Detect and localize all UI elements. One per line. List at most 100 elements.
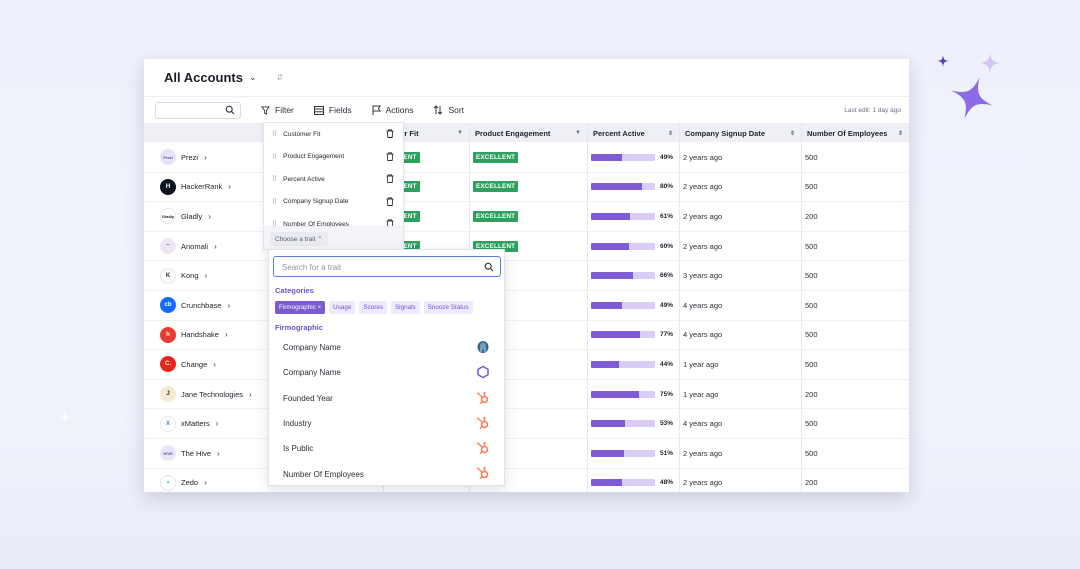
trait-option[interactable]: Company Name — [269, 360, 504, 385]
chevron-right-icon[interactable]: › — [204, 152, 207, 162]
chevron-right-icon[interactable]: › — [214, 241, 217, 251]
search-input[interactable] — [155, 101, 241, 119]
account-name[interactable]: HackerRank — [181, 182, 223, 192]
trait-option[interactable]: Company Name — [269, 335, 504, 360]
sparkle-faint-icon — [980, 53, 1000, 73]
account-cell[interactable]: Gladly Gladly › — [160, 202, 211, 231]
sort-toggle-icon[interactable]: ⇕ — [667, 130, 673, 137]
field-item[interactable]: ⠿ Product Engagement — [264, 146, 403, 169]
account-cell[interactable]: Prezi Prezi › — [160, 143, 207, 172]
company-logo: ~ — [160, 238, 176, 255]
trash-icon[interactable] — [386, 196, 394, 206]
column-header-signup-date[interactable]: Company Signup Date ⇕ — [679, 124, 801, 142]
progress-bar — [591, 331, 655, 339]
account-name[interactable]: The Hive — [181, 448, 212, 458]
chevron-right-icon[interactable]: › — [204, 271, 208, 281]
table-row[interactable]: Prezi Prezi › ELLENT EXCELLENT 49% 2 yea… — [144, 143, 909, 173]
fields-button[interactable]: Fields — [313, 105, 352, 115]
table-row[interactable]: C. Change › 44% 1 year ago 500 — [144, 350, 909, 380]
account-cell[interactable]: X xMatters › — [160, 409, 218, 438]
account-name[interactable]: Crunchbase — [181, 300, 222, 310]
chevron-right-icon[interactable]: › — [208, 211, 211, 221]
trash-icon[interactable] — [386, 129, 394, 138]
account-name[interactable]: Gladly — [181, 211, 203, 221]
trait-option[interactable]: Is Public — [269, 436, 504, 461]
account-name[interactable]: Handshake — [181, 330, 219, 340]
trash-icon[interactable] — [386, 174, 394, 183]
trash-icon[interactable] — [386, 151, 394, 161]
dropdown-caret-icon[interactable]: ▼ — [457, 130, 463, 136]
table-row[interactable]: H HackerRank › ELLENT EXCELLENT 80% 2 ye… — [144, 173, 909, 203]
chevron-right-icon[interactable]: › — [228, 182, 231, 192]
account-name[interactable]: Anomali — [181, 241, 209, 251]
chevron-right-icon[interactable]: › — [204, 478, 207, 488]
percent-active-cell: 53% — [591, 409, 673, 438]
chevron-right-icon[interactable]: › — [249, 389, 252, 399]
column-header-product-engagement[interactable]: Product Engagement ▼ — [469, 124, 587, 142]
actions-button[interactable]: Actions — [372, 105, 413, 115]
category-chip[interactable]: Snooze Status — [423, 301, 473, 314]
drag-handle-icon[interactable]: ⠿ — [272, 153, 277, 161]
account-cell[interactable]: C. Change › — [160, 350, 216, 379]
dropdown-caret-icon[interactable]: ▼ — [575, 130, 581, 136]
table-row[interactable]: • Zedo › 48% 2 years ago 200 — [144, 469, 909, 492]
trait-option-label: Company Name — [283, 368, 341, 378]
table-row[interactable]: J Jane Technologies › 75% 1 year ago 200 — [144, 380, 909, 410]
account-cell[interactable]: K Kong › — [160, 261, 207, 290]
category-chip[interactable]: Scores — [359, 301, 387, 314]
account-cell[interactable]: • Zedo › — [160, 469, 207, 492]
table-row[interactable]: cb Crunchbase › 49% 4 years ago 500 — [144, 291, 909, 321]
company-logo: J — [160, 386, 176, 403]
chevron-right-icon[interactable]: › — [213, 359, 216, 369]
table-row[interactable]: Gladly Gladly › ELLENT EXCELLENT 61% 2 y… — [144, 202, 909, 232]
pin-icon[interactable]: ⇵ — [276, 73, 284, 82]
trait-option[interactable]: Founded Year — [269, 386, 504, 411]
chevron-right-icon[interactable]: › — [227, 300, 231, 310]
chevron-right-icon[interactable]: › — [224, 330, 228, 340]
choose-trait-button[interactable]: Choose a trait ⌃ — [270, 232, 328, 246]
table-row[interactable]: h Handshake › 77% 4 years ago 500 — [144, 321, 909, 351]
column-header-percent-active[interactable]: Percent Active ⇕ — [587, 124, 679, 142]
category-chip[interactable]: Usage — [329, 301, 356, 314]
account-cell[interactable]: h Handshake › — [160, 321, 228, 350]
account-cell[interactable]: J Jane Technologies › — [160, 380, 252, 409]
filter-button[interactable]: Filter — [261, 105, 294, 115]
chevron-right-icon[interactable]: › — [215, 419, 219, 429]
table-row[interactable]: ~ Anomali › ELLENT EXCELLENT 60% 2 years… — [144, 232, 909, 262]
category-chip[interactable]: Firmographic × — [275, 301, 326, 314]
drag-handle-icon[interactable]: ⠿ — [272, 221, 277, 229]
account-cell[interactable]: ~ Anomali › — [160, 232, 217, 261]
account-name[interactable]: Change — [181, 359, 208, 369]
table-row[interactable]: K Kong › 66% 3 years ago 500 — [144, 261, 909, 291]
company-logo: Gladly — [160, 208, 176, 225]
account-name[interactable]: Prezi — [181, 152, 199, 162]
drag-handle-icon[interactable]: ⠿ — [272, 176, 277, 184]
sort-toggle-icon[interactable]: ⇕ — [897, 130, 903, 137]
page-title[interactable]: All Accounts — [164, 70, 243, 85]
account-cell[interactable]: cb Crunchbase › — [160, 291, 230, 320]
drag-handle-icon[interactable]: ⠿ — [272, 198, 277, 206]
table-row[interactable]: X xMatters › 53% 4 years ago 500 — [144, 409, 909, 439]
search-icon[interactable] — [484, 262, 494, 272]
field-item[interactable]: ⠿ Company Signup Date — [264, 191, 403, 214]
trait-option[interactable]: Number Of Employees — [269, 461, 504, 486]
account-cell[interactable]: H HackerRank › — [160, 173, 231, 202]
table-row[interactable]: HIVE The Hive › 51% 2 years ago 500 — [144, 439, 909, 469]
category-chip[interactable]: Signals — [390, 301, 420, 314]
account-name[interactable]: Zedo — [181, 478, 199, 488]
account-cell[interactable]: HIVE The Hive › — [160, 439, 220, 468]
account-name[interactable]: Jane Technologies — [181, 389, 243, 399]
column-header-employees[interactable]: Number Of Employees ⇕ — [801, 124, 909, 142]
progress-fill — [591, 183, 643, 191]
sort-toggle-icon[interactable]: ⇕ — [789, 130, 795, 137]
chevron-right-icon[interactable]: › — [217, 448, 220, 458]
sort-button[interactable]: Sort — [433, 105, 464, 115]
field-item[interactable]: ⠿ Customer Fit — [264, 123, 403, 146]
trait-option[interactable]: Industry — [269, 411, 504, 436]
account-name[interactable]: Kong — [181, 271, 199, 281]
account-name[interactable]: xMatters — [181, 419, 210, 429]
chevron-down-icon[interactable]: ⌄ — [248, 72, 257, 82]
field-item[interactable]: ⠿ Percent Active — [264, 168, 403, 191]
drag-handle-icon[interactable]: ⠿ — [272, 131, 277, 139]
trait-search-input[interactable] — [274, 258, 464, 277]
